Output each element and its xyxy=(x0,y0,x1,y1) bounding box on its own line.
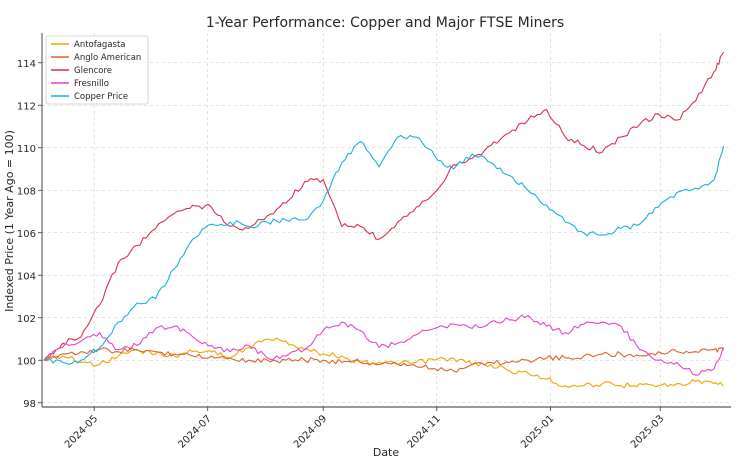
grid xyxy=(42,33,731,407)
series-line xyxy=(43,51,725,361)
legend-item: Anglo American xyxy=(51,53,141,63)
series-anglo-american xyxy=(43,347,725,373)
legend-box xyxy=(45,35,149,105)
y-tick-label: 112 xyxy=(17,101,36,112)
y-tick-label: 114 xyxy=(17,59,36,70)
legend-label: Antofagasta xyxy=(74,40,126,50)
x-tick-label: 2024-05 xyxy=(63,413,100,450)
series-layer xyxy=(43,51,725,389)
series-copper-price xyxy=(43,134,725,365)
legend-label: Copper Price xyxy=(74,92,128,102)
series-line xyxy=(43,347,725,373)
y-tick-label: 102 xyxy=(17,314,36,325)
y-tick-label: 98 xyxy=(23,399,36,410)
x-tick-label: 2024-09 xyxy=(292,413,329,450)
y-tick-label: 106 xyxy=(17,229,36,240)
legend-label: Glencore xyxy=(74,66,112,76)
legend-item: Fresnillo xyxy=(51,79,109,89)
y-tick-label: 100 xyxy=(17,356,36,367)
y-tick-label: 104 xyxy=(17,271,36,282)
x-tick-label: 2024-11 xyxy=(406,413,443,450)
y-tick-label: 110 xyxy=(17,144,36,155)
x-tick-label: 2024-07 xyxy=(177,413,214,450)
legend-label: Anglo American xyxy=(74,53,141,63)
legend-item: Glencore xyxy=(51,66,112,76)
legend: Antofagasta Anglo American Glencore Fresnil… xyxy=(45,35,149,105)
series-fresnillo xyxy=(43,314,725,376)
x-tick-label: 2025-03 xyxy=(629,413,666,450)
legend-label: Fresnillo xyxy=(74,79,109,89)
x-tick-label: 2025-01 xyxy=(519,413,556,450)
y-axis-label: Indexed Price (1 Year Ago = 100) xyxy=(3,130,16,312)
y-tick-label: 108 xyxy=(17,186,36,197)
legend-item: Antofagasta xyxy=(51,40,126,50)
x-axis-label: Date xyxy=(373,446,400,459)
series-line xyxy=(43,134,725,365)
series-line xyxy=(43,314,725,376)
legend-item: Copper Price xyxy=(51,92,128,102)
chart-title: 1-Year Performance: Copper and Major FTS… xyxy=(206,15,564,31)
